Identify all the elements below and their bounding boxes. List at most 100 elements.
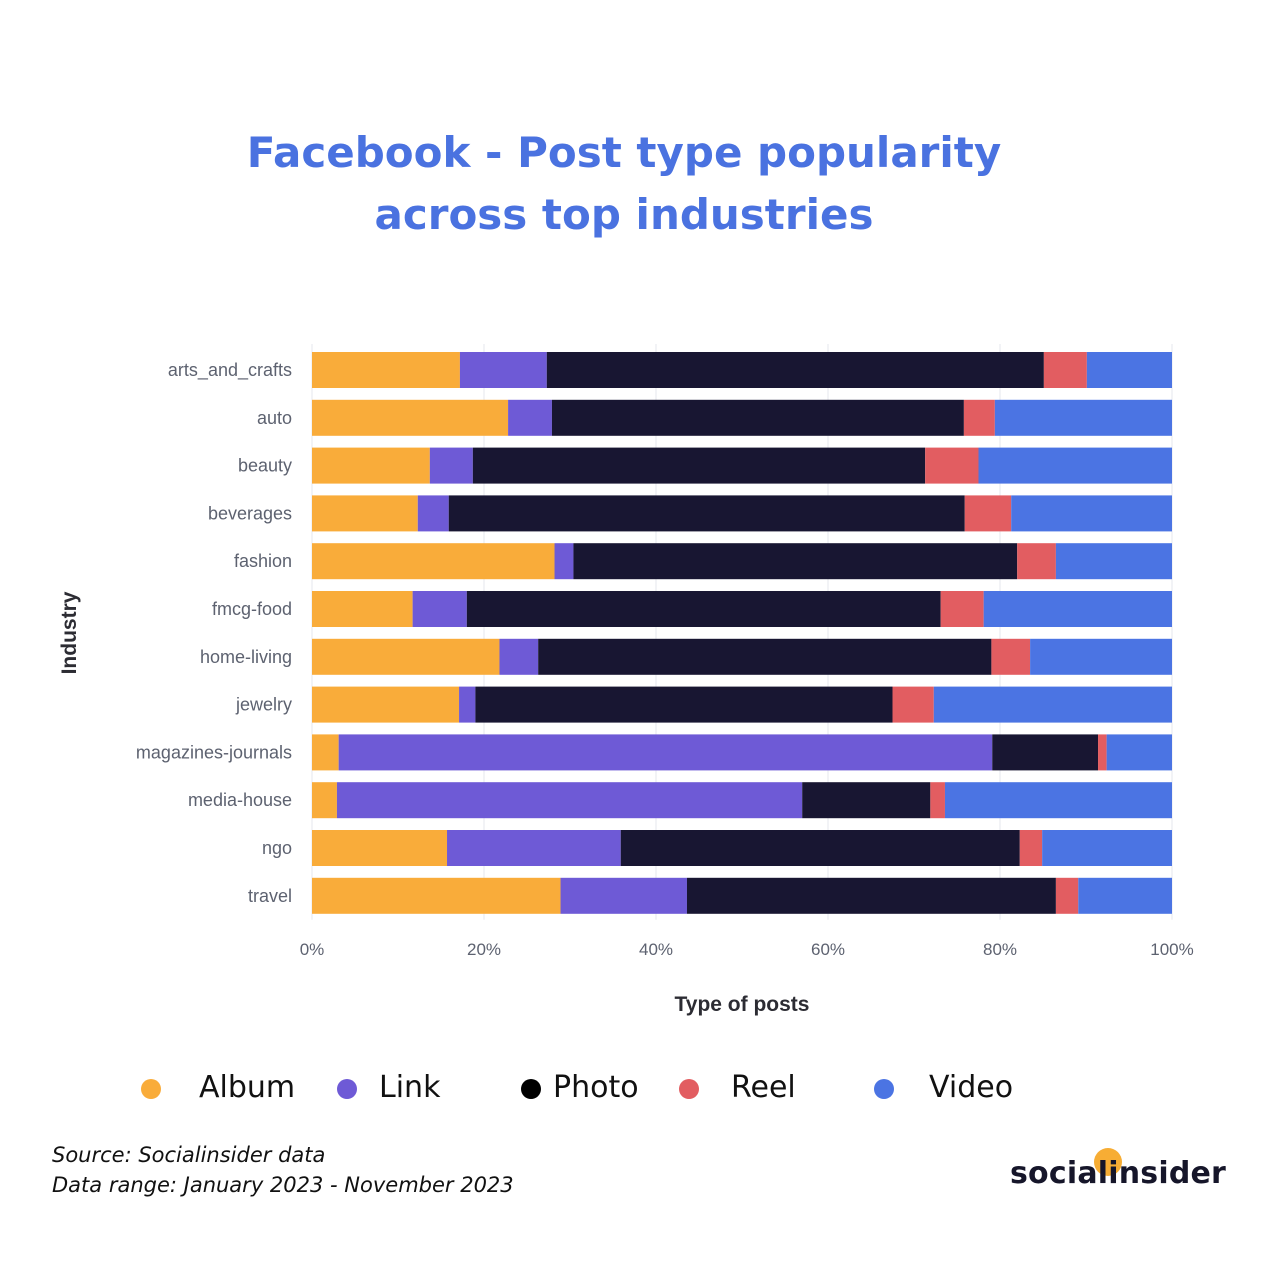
y-category-label: home-living — [200, 647, 292, 667]
bar-segment-link — [459, 686, 476, 723]
bar-segment-album — [312, 591, 413, 627]
bar-segment-video — [983, 591, 1172, 627]
bar-segment-video — [1042, 830, 1172, 866]
legend-swatch-album — [141, 1079, 161, 1099]
x-tick-label: 40% — [639, 940, 673, 959]
bar-segment-album — [312, 782, 337, 819]
bar-segment-reel — [892, 686, 934, 723]
y-category-label: auto — [257, 408, 292, 428]
bar-segment-album — [312, 734, 339, 771]
legend-swatch-video — [874, 1079, 894, 1099]
bar-segment-album — [312, 352, 460, 388]
bar-segment-album — [312, 495, 418, 532]
bar-segment-reel — [991, 638, 1031, 675]
bar-segment-link — [508, 399, 552, 436]
bar-segment-photo — [538, 638, 992, 675]
y-category-label: magazines-journals — [136, 742, 292, 762]
bar-segment-photo — [620, 830, 1020, 866]
legend-label-video: Video — [929, 1070, 1014, 1105]
logo-text: socialinsider — [1010, 1156, 1227, 1191]
bar-segment-video — [1055, 543, 1172, 580]
y-category-label: ngo — [262, 838, 292, 858]
y-category-label: arts_and_crafts — [168, 360, 292, 381]
bar-segment-video — [1030, 638, 1172, 675]
bar-segment-photo — [448, 495, 965, 532]
x-tick-label: 20% — [467, 940, 501, 959]
bar-segment-video — [1106, 734, 1172, 771]
bar-segment-album — [312, 877, 561, 914]
legend-swatch-reel — [679, 1079, 699, 1099]
bar-segment-video — [978, 447, 1172, 484]
y-category-label: media-house — [188, 790, 292, 810]
y-category-label: travel — [248, 886, 292, 906]
bar-segment-reel — [1098, 734, 1107, 771]
bar-segment-album — [312, 638, 500, 675]
bar-segment-photo — [802, 782, 931, 819]
bar-segment-video — [994, 399, 1172, 436]
bar-segment-video — [1086, 352, 1172, 388]
bar-segment-reel — [1019, 830, 1043, 866]
bar-segment-link — [560, 877, 687, 914]
bar-segment-photo — [546, 352, 1044, 388]
legend-label-reel: Reel — [731, 1070, 796, 1105]
chart-title-line-1: Facebook - Post type popularity — [246, 128, 1002, 177]
y-category-label: jewelry — [235, 695, 292, 715]
bar-segment-album — [312, 830, 448, 866]
bar-segment-video — [1011, 495, 1172, 532]
bar-segment-photo — [475, 686, 893, 723]
bar-segment-album — [312, 399, 509, 436]
x-tick-label: 100% — [1150, 940, 1193, 959]
bar-segment-link — [447, 830, 621, 866]
bar-segment-reel — [925, 447, 979, 484]
bar-segment-photo — [686, 877, 1056, 914]
legend-label-album: Album — [199, 1070, 296, 1105]
x-tick-label: 0% — [300, 940, 325, 959]
bar-segment-reel — [930, 782, 945, 819]
y-category-label: fmcg-food — [212, 599, 292, 619]
bar-segment-link — [412, 591, 467, 627]
logo-mark-icon — [1094, 1148, 1122, 1176]
bar-segment-photo — [551, 399, 964, 436]
bar-segment-photo — [992, 734, 1099, 771]
legend-swatch-link — [337, 1079, 357, 1099]
legend: Album Link Photo Reel Video — [0, 1066, 1270, 1112]
bar-segment-photo — [472, 447, 926, 484]
x-tick-label: 60% — [811, 940, 845, 959]
legend-swatch-photo — [521, 1079, 541, 1099]
x-axis-label: Type of posts — [675, 993, 810, 1016]
bar-segment-album — [312, 447, 430, 484]
y-category-label: beverages — [208, 503, 292, 523]
bar-segment-video — [933, 686, 1172, 723]
y-category-label: beauty — [238, 456, 292, 476]
bar-segment-link — [417, 495, 449, 532]
y-category-label: fashion — [234, 551, 292, 571]
bar-segment-video — [1078, 877, 1172, 914]
chart-title-line-2: across top industries — [374, 190, 874, 239]
bar-segment-link — [338, 734, 993, 771]
bar-segment-reel — [1043, 352, 1087, 388]
bar-segment-reel — [1055, 877, 1079, 914]
bar-segment-link — [429, 447, 473, 484]
socialinsider-logo: socialinsider — [1010, 1148, 1226, 1198]
bar-segment-link — [499, 638, 539, 675]
bar-segment-link — [336, 782, 803, 819]
bar-segment-link — [459, 352, 547, 388]
chart-title: Facebook - Post type popularity across t… — [0, 122, 1248, 246]
bar-segment-reel — [1017, 543, 1056, 580]
bar-segment-reel — [940, 591, 984, 627]
legend-label-link: Link — [379, 1070, 441, 1105]
bar-segment-link — [554, 543, 574, 580]
x-tick-label: 80% — [983, 940, 1017, 959]
bar-segment-photo — [573, 543, 1018, 580]
footer: Source: Socialinsider data Data range: J… — [52, 1140, 514, 1200]
date-range-note: Data range: January 2023 - November 2023 — [52, 1173, 514, 1197]
bar-segment-video — [944, 782, 1172, 819]
legend-label-photo: Photo — [553, 1070, 639, 1105]
bar-segment-photo — [466, 591, 941, 627]
source-note: Source: Socialinsider data — [52, 1143, 326, 1167]
bar-segment-album — [312, 686, 460, 723]
y-axis-label: Industry — [58, 591, 81, 674]
bar-segment-album — [312, 543, 555, 580]
bar-segment-reel — [963, 399, 995, 436]
